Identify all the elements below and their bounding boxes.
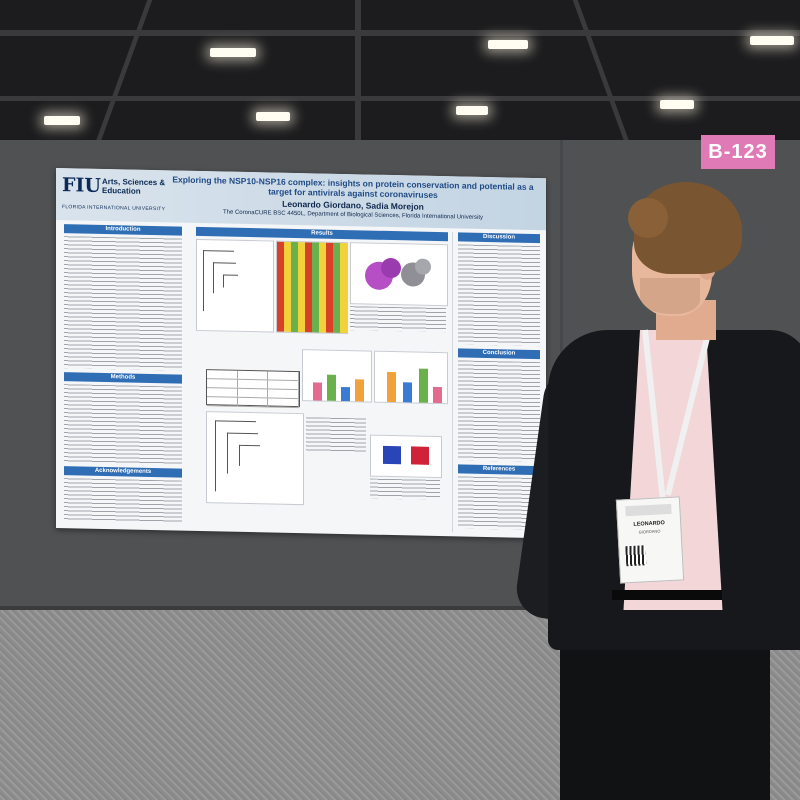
logo-university: FLORIDA INTERNATIONAL UNIVERSITY	[62, 204, 166, 213]
logo-school: Arts, Sciences & Education	[102, 176, 166, 196]
section-introduction: Introduction	[64, 224, 182, 236]
ceiling-light	[210, 48, 256, 57]
comparison-chart	[370, 434, 442, 479]
presenter-hair	[628, 198, 668, 238]
ceiling-truss	[0, 30, 800, 36]
introduction-text	[64, 236, 182, 371]
conservation-chart-2	[374, 350, 448, 405]
ceiling-light	[44, 116, 80, 125]
section-methods: Methods	[64, 372, 182, 384]
figure-caption	[350, 306, 446, 333]
ceiling-light	[256, 112, 290, 121]
logo-initials: FIU	[62, 174, 101, 197]
methods-text	[64, 384, 182, 465]
ceiling-light	[660, 100, 694, 109]
drug-score-table	[206, 369, 300, 409]
conservation-chart-1	[302, 349, 372, 403]
presenter: LEONARDO GIORDANO	[512, 180, 800, 800]
presenter-beard	[640, 278, 700, 314]
badge-last-name: GIORDANO	[638, 528, 661, 535]
ceiling-truss	[572, 0, 633, 150]
acknowledgements-text	[64, 478, 182, 523]
conclusion-text	[458, 360, 540, 463]
section-acknowledgements: Acknowledgements	[64, 466, 182, 478]
name-badge: LEONARDO GIORDANO	[615, 496, 685, 584]
sequence-alignment-figure	[276, 240, 348, 335]
presenter-belt	[612, 590, 722, 600]
column-divider	[452, 232, 453, 533]
figure-caption	[306, 417, 366, 453]
section-discussion: Discussion	[458, 232, 540, 244]
poster-header: FIU Arts, Sciences & Education FLORIDA I…	[56, 168, 546, 231]
ceiling-truss	[92, 0, 153, 150]
research-poster: FIU Arts, Sciences & Education FLORIDA I…	[56, 168, 546, 539]
ceiling-truss	[0, 96, 800, 101]
booth-number-sign: B-123	[701, 135, 775, 169]
ceiling-light	[488, 40, 528, 49]
ceiling-truss	[355, 0, 361, 150]
section-conclusion: Conclusion	[458, 348, 540, 360]
section-references: References	[458, 464, 540, 476]
badge-qr-code	[625, 545, 647, 567]
discussion-text	[458, 244, 540, 347]
phylogenetic-tree-figure	[196, 238, 274, 333]
ceiling-light	[750, 36, 794, 45]
figure-caption	[370, 478, 440, 501]
cladogram-figure	[206, 411, 304, 506]
ceiling-light	[456, 106, 488, 115]
wall-base	[0, 606, 800, 612]
university-logo: FIU Arts, Sciences & Education FLORIDA I…	[62, 174, 166, 216]
protein-structure-figure	[350, 242, 448, 307]
ceiling	[0, 0, 800, 150]
badge-logo	[625, 503, 672, 517]
